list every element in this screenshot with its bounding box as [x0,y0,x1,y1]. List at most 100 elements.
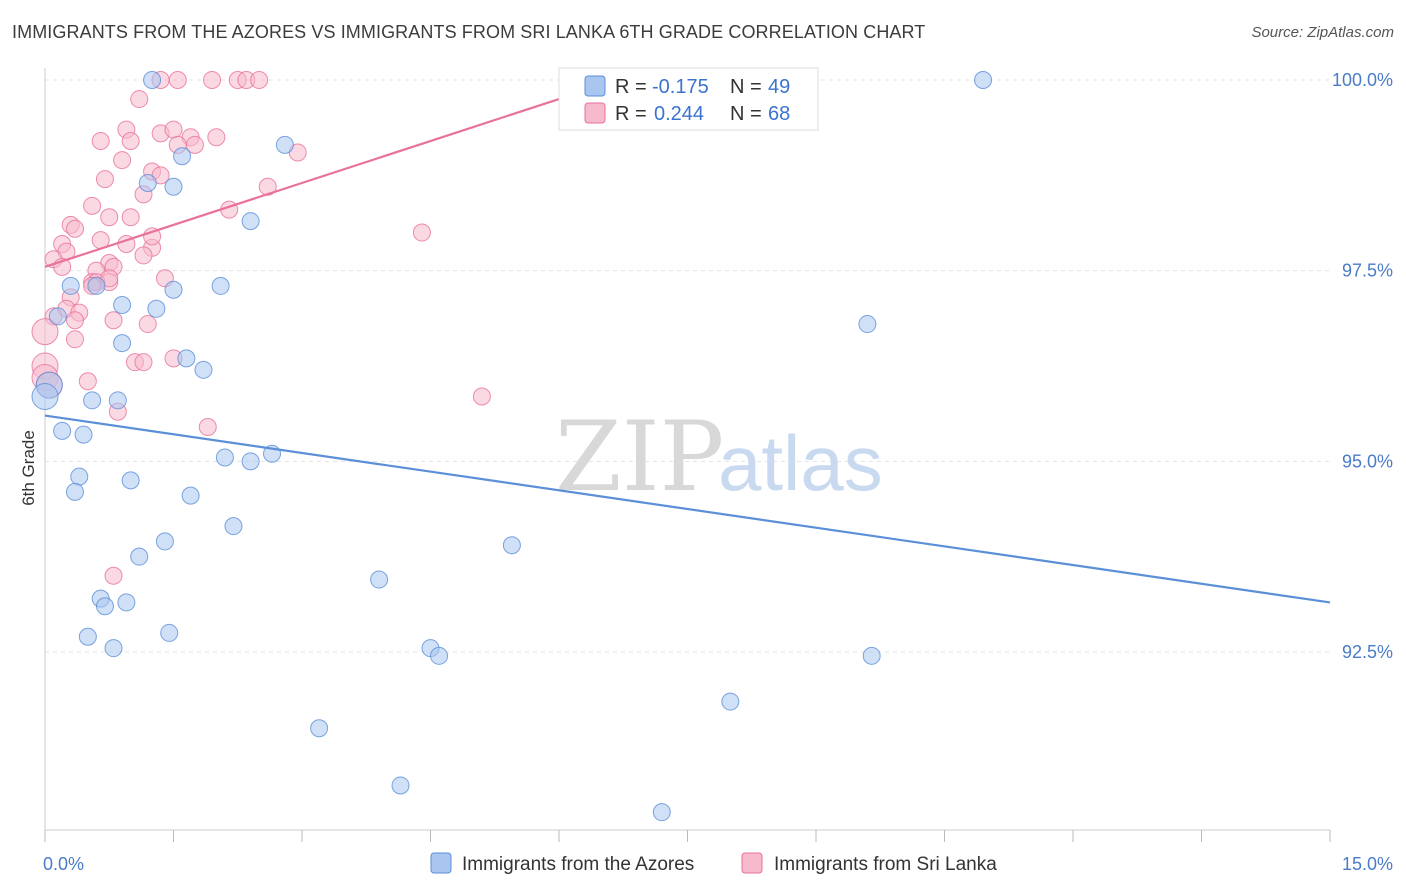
azores-point [721,692,740,711]
azores-point [65,482,84,501]
sri-lanka-trend-line [44,98,560,268]
sri-lanka-point [207,128,226,147]
source-label: Source: ZipAtlas.com [1251,24,1394,41]
azores-point [160,623,179,642]
azores-point [858,315,877,334]
legend-r-value-blue: -0.175 [652,76,709,98]
watermark-atlas: atlas [718,419,883,507]
series-sri-lanka-points [31,71,491,585]
azores-point [241,452,260,471]
trend-lines [44,98,1331,604]
x-tick-labels: 0.0% 15.0% [43,854,1393,874]
bottom-legend-label-sri-lanka: Immigrants from Sri Lanka [774,854,997,875]
y-axis-title: 6th Grade [19,430,38,506]
azores-trend-line [44,414,1331,604]
grid-lines [45,79,1330,653]
sri-lanka-point [100,208,119,227]
sri-lanka-point [91,132,110,151]
azores-point [502,536,521,555]
sri-lanka-point [78,372,97,391]
sri-lanka-point [95,170,114,189]
sri-lanka-point [198,418,217,437]
azores-point [181,486,200,505]
azores-point [130,547,149,566]
y-tick-label: 100.0% [1332,70,1393,90]
legend-n-label-blue: N = [730,76,762,98]
azores-point [310,719,329,738]
axes [44,68,1331,842]
azores-point [147,299,166,318]
sri-lanka-point [472,387,491,406]
legend-n-value-pink: 68 [768,103,790,125]
chart-title: IMMIGRANTS FROM THE AZORES VS IMMIGRANTS… [12,22,926,42]
sri-lanka-point [164,120,183,139]
sri-lanka-point [113,151,132,170]
azores-point [155,532,174,551]
azores-point [143,71,162,89]
sri-lanka-point [65,311,84,330]
azores-point [95,597,114,616]
azores-point [74,425,93,444]
azores-point [652,803,671,822]
sri-lanka-point [121,208,140,227]
x-tick-label: 15.0% [1342,854,1393,874]
y-tick-label: 97.5% [1342,261,1393,281]
azores-point [224,517,243,536]
azores-point [164,280,183,299]
sri-lanka-point [104,566,123,585]
legend-r-value-pink: 0.244 [654,103,704,125]
bottom-legend-swatch-sri-lanka [741,852,763,874]
y-tick-labels: 92.5% 95.0% 97.5% 100.0% [1332,70,1393,662]
azores-point [61,276,80,295]
legend-swatch-blue [584,75,606,97]
bottom-legend-swatch-azores [430,852,452,874]
azores-point [104,639,123,658]
azores-point [121,471,140,490]
series-azores-points [31,71,993,822]
legend-n-value-blue: 49 [768,76,790,98]
azores-point [173,147,192,166]
sri-lanka-point [412,223,431,242]
azores-point [241,212,260,231]
sri-lanka-point [31,318,59,346]
legend-n-label-pink: N = [730,103,762,125]
azores-point [275,135,294,154]
y-tick-label: 92.5% [1342,642,1393,662]
x-tick-label: 0.0% [43,854,84,874]
azores-point [53,421,72,440]
azores-point [164,177,183,196]
sri-lanka-point [130,90,149,109]
sri-lanka-point [83,196,102,215]
azores-point [31,383,59,411]
azores-point [138,173,157,192]
azores-point [370,570,389,589]
sri-lanka-point [121,132,140,151]
azores-point [391,776,410,795]
watermark-zip: ZIP [555,401,724,513]
sri-lanka-point [104,311,123,330]
azores-point [113,334,132,353]
azores-point [430,646,449,665]
azores-point [862,646,881,665]
azores-point [83,391,102,410]
legend-r-label-blue: R = [615,76,647,98]
bottom-legend-label-azores: Immigrants from the Azores [462,854,694,875]
sri-lanka-point [65,219,84,238]
legend-swatch-pink [584,102,606,124]
sri-lanka-point [65,330,84,349]
azores-point [70,467,89,486]
azores-point [87,276,106,295]
stats-legend: R = -0.175 N = 49 R = 0.244 N = 68 [558,67,819,131]
y-tick-label: 95.0% [1342,451,1393,471]
azores-point [974,71,993,89]
azores-point [194,360,213,379]
azores-point [108,391,127,410]
azores-point [211,276,230,295]
sri-lanka-point [185,135,204,154]
azores-point [177,349,196,368]
series-legend: Immigrants from the Azores Immigrants fr… [430,852,997,875]
legend-r-label-pink: R = [615,103,647,125]
azores-point [48,307,67,326]
sri-lanka-point [168,71,187,89]
